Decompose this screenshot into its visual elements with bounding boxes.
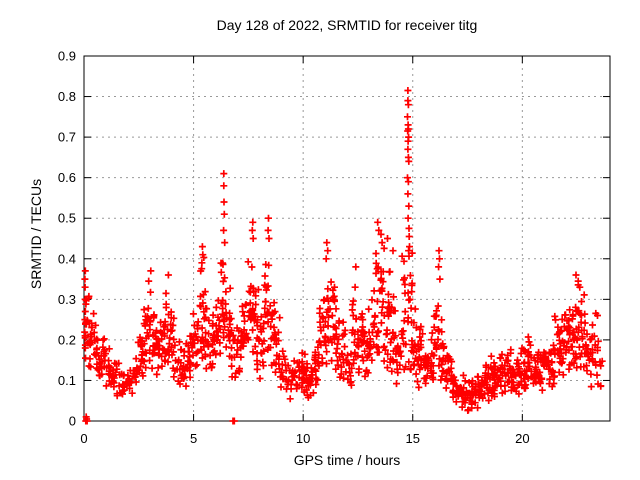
y-tick-label: 0.7 xyxy=(58,130,76,145)
y-tick-label: 0 xyxy=(69,414,76,429)
x-axis-label: GPS time / hours xyxy=(293,452,401,468)
x-tick-label: 10 xyxy=(296,431,310,446)
y-tick-label: 0.5 xyxy=(58,211,76,226)
y-tick-label: 0.4 xyxy=(58,251,76,266)
y-tick-label: 0.8 xyxy=(58,89,76,104)
chart-title: Day 128 of 2022, SRMTID for receiver tit… xyxy=(216,17,478,33)
data-point-markers xyxy=(81,87,606,425)
x-tick-label: 15 xyxy=(406,431,420,446)
y-tick-label: 0.3 xyxy=(58,292,76,307)
y-tick-label: 0.6 xyxy=(58,170,76,185)
plot-border xyxy=(83,55,611,422)
x-tick-label: 0 xyxy=(80,431,87,446)
y-tick-label: 0.9 xyxy=(58,49,76,64)
y-tick-label: 0.2 xyxy=(58,332,76,347)
x-tick-label: 5 xyxy=(190,431,197,446)
x-tick-label: 20 xyxy=(515,431,529,446)
y-tick-label: 0.1 xyxy=(58,373,76,388)
